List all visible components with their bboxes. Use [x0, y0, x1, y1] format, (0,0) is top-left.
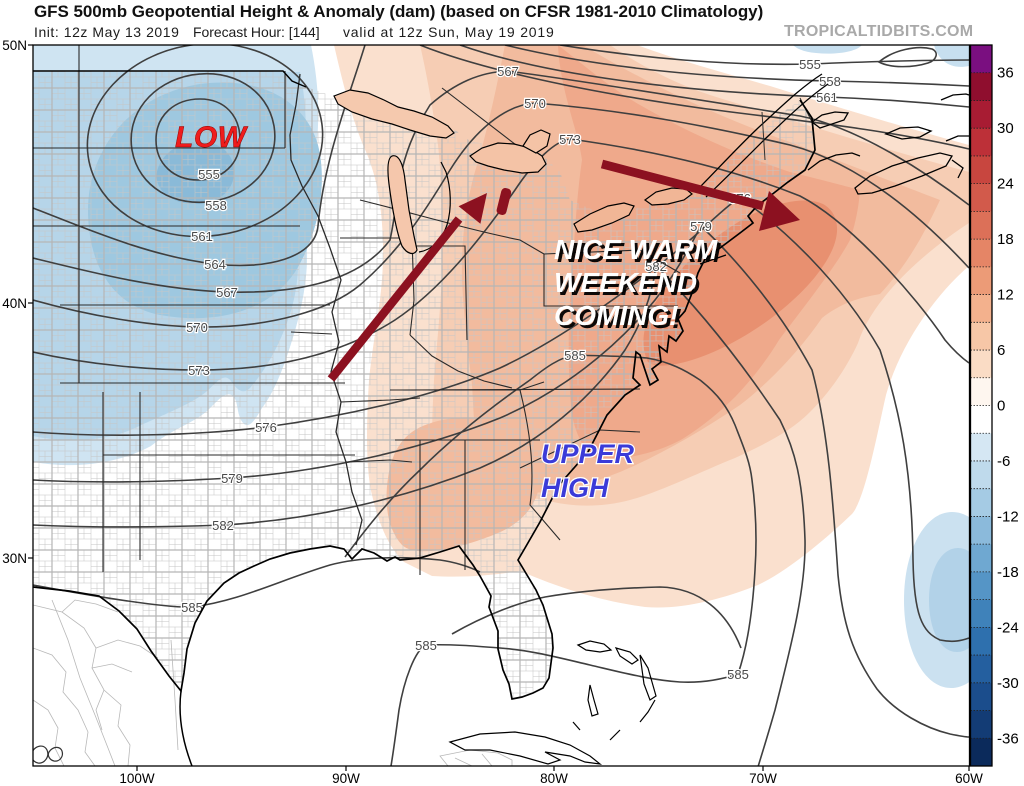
svg-text:HIGH: HIGH [541, 473, 609, 503]
svg-text:COMING!: COMING! [557, 303, 681, 334]
svg-text:585: 585 [727, 667, 749, 682]
svg-text:561: 561 [816, 90, 838, 105]
svg-text:90W: 90W [332, 771, 360, 786]
svg-text:40N: 40N [2, 296, 27, 311]
svg-text:30: 30 [997, 120, 1014, 137]
svg-text:-12: -12 [997, 508, 1019, 525]
svg-text:585: 585 [564, 348, 586, 363]
svg-text:570: 570 [186, 320, 208, 335]
svg-text:-36: -36 [997, 730, 1019, 747]
svg-text:70W: 70W [749, 771, 777, 786]
svg-text:582: 582 [212, 518, 234, 533]
svg-text:60W: 60W [955, 771, 983, 786]
svg-text:30N: 30N [2, 551, 27, 566]
svg-text:561: 561 [191, 229, 213, 244]
svg-text:579: 579 [690, 219, 712, 234]
svg-text:555: 555 [799, 57, 821, 72]
svg-text:80W: 80W [540, 771, 568, 786]
svg-text:-30: -30 [997, 675, 1019, 692]
svg-text:576: 576 [255, 420, 277, 435]
svg-text:570: 570 [524, 96, 546, 111]
svg-text:12: 12 [997, 287, 1014, 304]
svg-text:6: 6 [997, 342, 1005, 359]
svg-text:100W: 100W [119, 771, 155, 786]
svg-text:567: 567 [216, 285, 238, 300]
svg-text:579: 579 [221, 471, 243, 486]
svg-text:555: 555 [198, 167, 220, 182]
svg-text:573: 573 [559, 132, 581, 147]
svg-text:0: 0 [997, 398, 1005, 415]
svg-text:-24: -24 [997, 619, 1019, 636]
svg-text:-6: -6 [997, 453, 1010, 470]
svg-text:558: 558 [205, 198, 227, 213]
svg-text:567: 567 [497, 64, 519, 79]
svg-text:LOW: LOW [175, 121, 249, 154]
svg-text:24: 24 [997, 176, 1014, 193]
svg-text:NICE WARM: NICE WARM [557, 237, 721, 268]
svg-text:585: 585 [415, 638, 437, 653]
svg-text:50N: 50N [2, 38, 27, 53]
svg-text:558: 558 [819, 74, 841, 89]
svg-text:585: 585 [181, 600, 203, 615]
svg-text:36: 36 [997, 65, 1014, 82]
svg-text:573: 573 [188, 363, 210, 378]
svg-text:564: 564 [204, 257, 226, 272]
svg-text:WEEKEND: WEEKEND [554, 267, 697, 298]
svg-text:WEEKEND: WEEKEND [557, 270, 700, 301]
svg-text:NICE WARM: NICE WARM [554, 234, 718, 265]
svg-text:18: 18 [997, 231, 1014, 248]
svg-text:COMING!: COMING! [554, 300, 678, 331]
svg-text:-18: -18 [997, 564, 1019, 581]
svg-text:UPPER: UPPER [541, 439, 635, 469]
